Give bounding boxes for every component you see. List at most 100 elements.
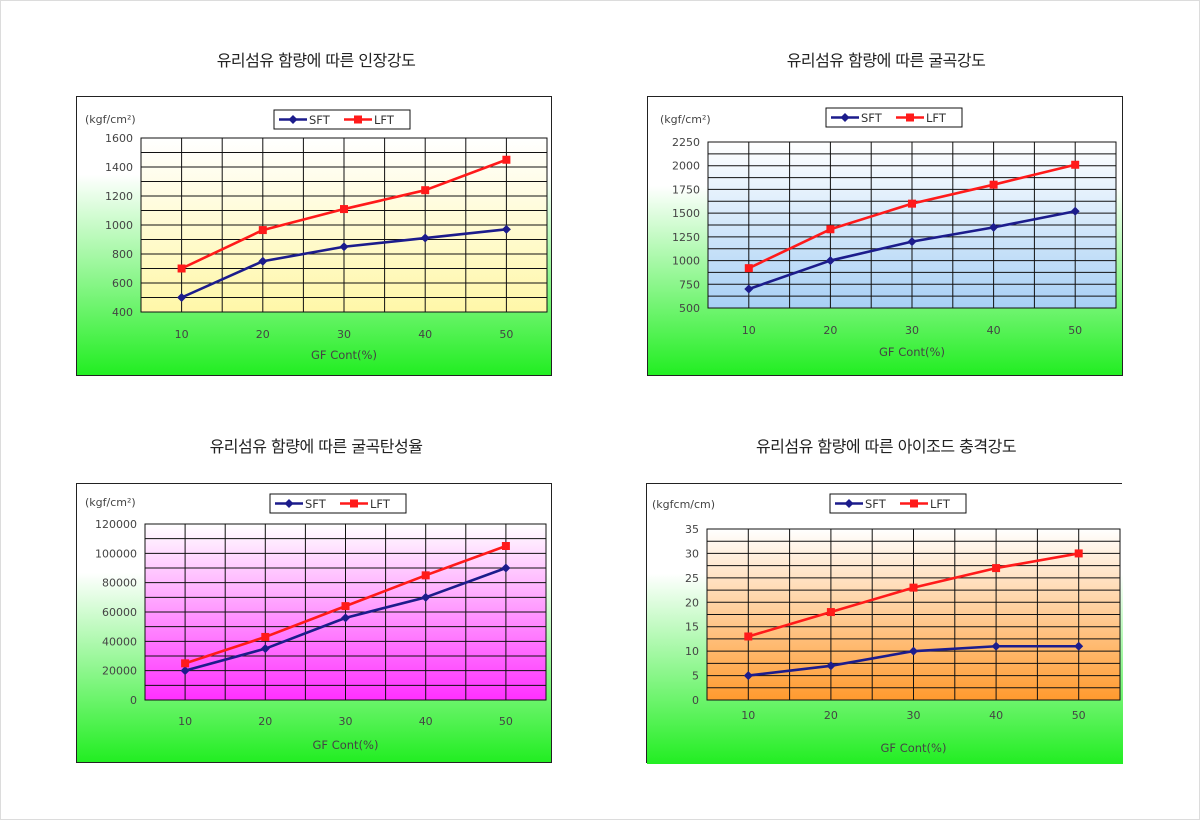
data-point-lft (908, 199, 916, 208)
legend-marker-sft (288, 115, 298, 124)
y-tick-label: 1500 (672, 207, 700, 220)
chart-title-tensile: 유리섬유 함량에 따른 인장강도 (216, 51, 416, 70)
y-tick-label: 500 (679, 302, 700, 315)
legend-label-sft: SFT (865, 497, 887, 511)
y-tick-label: 35 (685, 523, 699, 536)
data-point-sft (421, 592, 431, 602)
data-point-sft (258, 256, 268, 266)
data-point-lft (744, 264, 753, 273)
plot-border (706, 528, 1121, 701)
legend-label-lft: LFT (374, 113, 395, 127)
x-tick-label: 30 (905, 324, 919, 337)
data-point-lft (989, 180, 998, 189)
y-tick-label: 60000 (102, 606, 137, 619)
y-tick-label: 15 (685, 621, 699, 634)
x-tick-label: 50 (1072, 709, 1086, 722)
y-tick-label: 1750 (672, 183, 700, 196)
y-tick-label: 1000 (105, 219, 133, 232)
data-point-lft (177, 264, 186, 273)
y-tick-label: 400 (112, 306, 133, 319)
y-tick-label: 20 (685, 596, 699, 609)
data-point-lft (258, 226, 267, 235)
x-tick-label: 10 (178, 715, 192, 728)
legend-label-lft: LFT (926, 111, 947, 125)
y-tick-label: 600 (112, 277, 133, 290)
x-tick-label: 50 (1068, 324, 1082, 337)
legend-marker-lft (354, 115, 362, 124)
chart-title-flexural-strength: 유리섬유 함량에 따른 굴곡강도 (786, 51, 986, 70)
legend-label-sft: SFT (861, 111, 883, 125)
data-point-sft (909, 646, 918, 656)
legend-label-lft: LFT (370, 497, 391, 511)
legend-marker-sft (840, 113, 850, 122)
x-tick-label: 30 (337, 328, 351, 341)
x-tick-label: 40 (989, 709, 1003, 722)
data-point-sft (339, 242, 349, 252)
x-tick-label: 40 (418, 328, 432, 341)
data-point-lft (181, 659, 190, 668)
legend-marker-lft (350, 499, 358, 508)
data-point-lft (502, 155, 511, 164)
y-tick-label: 80000 (102, 577, 137, 590)
data-point-sft (743, 671, 753, 681)
x-tick-label: 40 (987, 324, 1001, 337)
y-tick-label: 0 (130, 694, 137, 707)
y-tick-label: 40000 (102, 635, 137, 648)
data-point-sft (826, 661, 836, 671)
y-tick-label: 1200 (105, 190, 133, 203)
x-tick-label: 50 (499, 715, 513, 728)
x-tick-label: 30 (339, 715, 353, 728)
izod-impact-chart: 0 5 10 15 20 25 30 35 10 20 30 40 50 GF Cont(%) (kgfcm… (647, 484, 1123, 764)
legend-box (829, 493, 967, 514)
x-tick-label: 50 (499, 328, 513, 341)
legend-marker-sft (844, 499, 854, 508)
data-point-lft (421, 186, 430, 195)
data-point-lft (826, 225, 835, 234)
data-point-lft (1074, 549, 1083, 558)
y-tick-label: 1000 (672, 255, 700, 268)
data-point-sft (1074, 641, 1084, 651)
data-point-lft (341, 602, 350, 611)
legend-marker-sft (284, 499, 294, 508)
x-tick-label: 20 (256, 328, 270, 341)
x-axis-label: GF Cont(%) (311, 348, 377, 362)
data-point-sft (744, 284, 754, 294)
data-point-lft (909, 583, 918, 592)
legend-box (273, 109, 411, 130)
data-point-sft (420, 233, 430, 243)
unit-label: (kgf/cm²) (85, 113, 136, 126)
data-point-lft (1071, 160, 1080, 169)
x-tick-label: 40 (419, 715, 433, 728)
data-point-sft (907, 237, 917, 247)
data-point-lft (340, 205, 348, 214)
chart-panel-izod-impact: 0 5 10 15 20 25 30 35 10 20 30 40 50 GF Cont(%) (kgfcm… (646, 483, 1123, 764)
data-point-lft (744, 632, 753, 641)
chart-panel-flexural-strength: 500 750 1000 1250 1500 1750 2000 2250 10 20 30 40 50… (647, 96, 1123, 376)
y-tick-label: 120000 (95, 518, 137, 531)
y-tick-label: 1400 (105, 161, 133, 174)
data-point-sft (260, 644, 270, 654)
flexural-modulus-chart: 0 20000 40000 60000 80000 100000 120000 10 20 30 4… (77, 484, 551, 762)
plot-border (707, 141, 1117, 309)
data-point-sft (180, 666, 190, 676)
legend: SFT LFT (825, 107, 963, 128)
x-tick-label: 10 (175, 328, 189, 341)
legend-label-sft: SFT (309, 113, 331, 127)
x-tick-label: 10 (741, 709, 755, 722)
y-tick-label: 750 (679, 278, 700, 291)
data-point-sft (989, 222, 999, 232)
legend-label-sft: SFT (305, 497, 327, 511)
legend-box (825, 107, 963, 128)
data-point-lft (501, 542, 510, 550)
y-tick-label: 800 (112, 248, 133, 261)
plot-border (140, 137, 548, 313)
x-tick-label: 30 (907, 709, 921, 722)
data-point-sft (341, 613, 350, 623)
y-tick-label: 10 (685, 645, 699, 658)
legend-marker-lft (910, 499, 918, 508)
data-point-lft (826, 608, 835, 617)
data-point-sft (991, 641, 1001, 651)
legend-marker-lft (906, 113, 914, 122)
x-tick-label: 20 (824, 709, 838, 722)
